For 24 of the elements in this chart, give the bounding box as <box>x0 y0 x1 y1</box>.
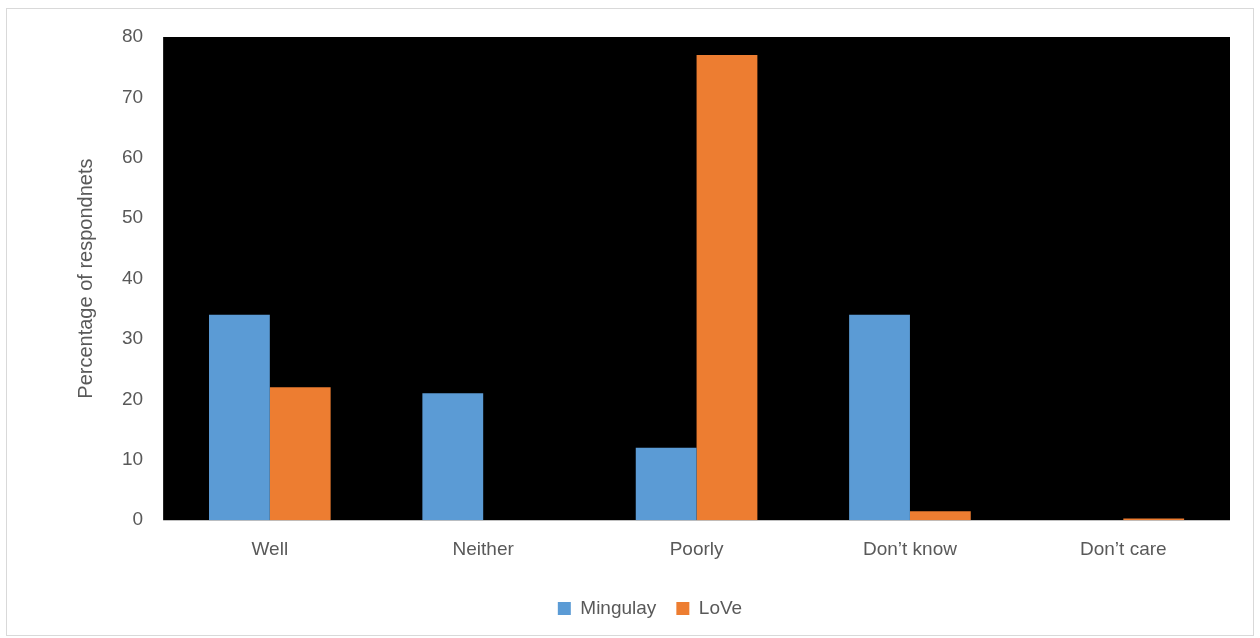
y-tick-label: 0 <box>132 508 144 530</box>
y-tick-label: 20 <box>121 387 144 409</box>
bar <box>422 393 484 521</box>
legend-label: LoVe <box>698 596 743 618</box>
y-tick-label: 70 <box>121 85 144 107</box>
y-axis-title: Percentage of respondnets <box>73 158 96 399</box>
x-tick-label: Poorly <box>669 537 724 559</box>
bar <box>269 387 331 521</box>
y-tick-label: 40 <box>121 266 144 288</box>
x-tick-label: Don’t care <box>1080 537 1167 559</box>
x-tick-label: Don’t know <box>862 537 958 559</box>
y-tick-label: 60 <box>121 146 144 168</box>
y-tick-label: 30 <box>121 327 144 349</box>
bar <box>209 314 270 521</box>
bar <box>849 314 910 521</box>
bar <box>696 55 758 521</box>
legend-label: Mingulay <box>580 596 657 618</box>
bar <box>635 447 697 521</box>
bar <box>909 511 971 521</box>
y-tick-label: 50 <box>121 206 144 228</box>
x-tick-label: Neither <box>452 537 515 559</box>
y-tick-label: 80 <box>121 25 144 47</box>
x-tick-label: Well <box>251 537 289 559</box>
y-tick-label: 10 <box>121 448 144 470</box>
